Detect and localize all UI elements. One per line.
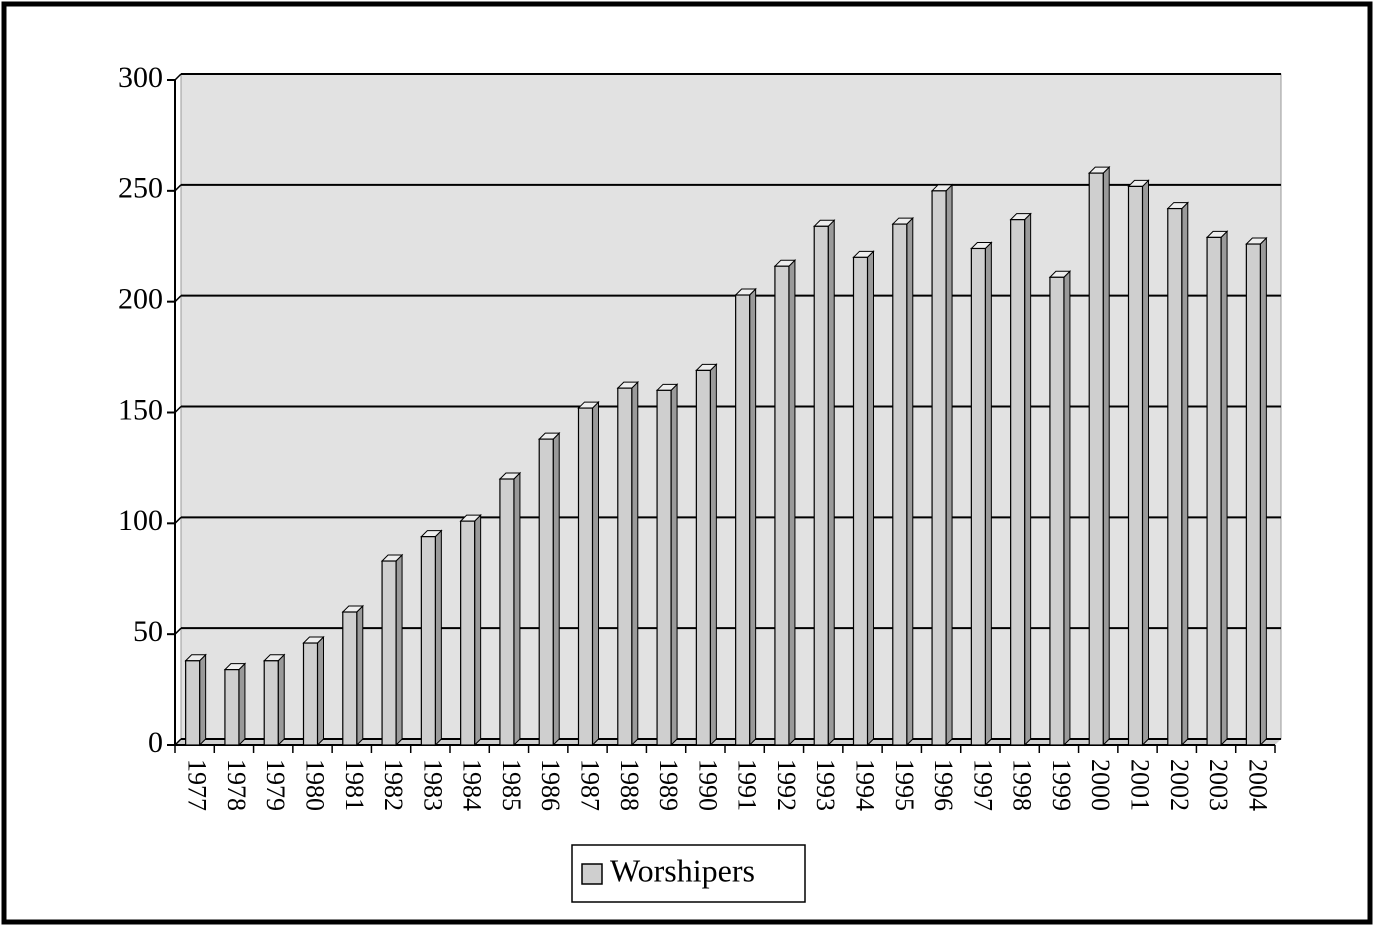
bar [1127,185,1144,746]
x-tick-label: 1984 [458,759,487,811]
bar [420,536,436,746]
bar [460,520,476,746]
bar [342,611,358,746]
bar [970,247,986,746]
bar-side [867,250,874,747]
x-tick-label: 1985 [497,759,526,811]
y-tick-label: 250 [118,172,163,205]
grid-line [174,73,182,81]
bar-side [1102,165,1110,747]
bar-side [670,383,678,747]
bar [695,369,711,746]
x-tick-label: 1977 [183,759,212,811]
bar-side [984,241,992,747]
bar-side [592,400,599,747]
x-tick-label: 1980 [301,759,330,811]
bar [813,225,829,746]
bar [931,190,947,746]
bar [1167,207,1183,746]
x-tick-label: 1990 [693,759,722,811]
bar [1010,219,1026,746]
bar-side [945,183,953,747]
y-tick-label: 200 [118,283,163,316]
bar [499,478,515,746]
x-tick-label: 1997 [968,759,997,811]
plot-floor [175,739,1281,745]
y-tick-label: 50 [133,615,163,648]
bar [381,560,397,746]
y-tick-label: 100 [118,504,163,537]
x-tick-label: 1995 [890,759,919,811]
x-tick-label: 1996 [929,759,958,811]
bar-side [513,471,521,747]
bar-side [827,219,835,747]
x-tick-label: 1994 [851,759,880,811]
bar-side [1259,236,1267,747]
x-tick-label: 1987 [576,759,605,811]
y-tick-label: 0 [148,726,163,759]
bar [1206,236,1222,746]
x-tick-label: 1982 [379,759,408,811]
bar-side [434,529,442,747]
bar [1049,276,1065,746]
bar-side [395,553,403,747]
bar-side [1063,270,1071,747]
bar [224,669,240,746]
x-tick-label: 1983 [418,759,447,811]
bar [617,387,633,746]
bar [538,438,554,746]
x-tick-label: 1999 [1047,759,1076,811]
x-tick-label: 2000 [1086,759,1115,811]
bar-side [1024,212,1032,747]
x-tick-label: 1986 [536,759,565,811]
x-tick-label: 1991 [733,759,762,811]
bar-side [277,653,285,747]
bar-side [238,662,246,747]
x-tick-label: 2002 [1165,759,1194,811]
bar-side [1220,230,1228,747]
bar [892,223,908,746]
bar [656,389,672,746]
bar-side [709,363,717,747]
bar [263,660,279,746]
x-tick-label: 1992 [772,759,801,811]
y-tick-label: 150 [118,393,163,426]
bar-side [356,604,364,747]
bar [774,265,790,746]
bar-side [552,431,560,747]
bar [185,660,201,746]
legend-label: Worshipers [610,852,755,888]
x-tick-label: 1993 [811,759,840,811]
bar-side [199,653,207,747]
bar-side [1181,201,1189,747]
bar-side [906,216,914,747]
bar [577,407,594,746]
bar [302,642,319,746]
x-tick-label: 2004 [1243,759,1272,811]
x-tick-label: 2003 [1204,759,1233,811]
legend-swatch [581,863,603,885]
x-tick-label: 1978 [222,759,251,811]
bar-side [749,287,757,747]
bar-side [788,258,796,747]
legend-box [571,844,806,903]
bar [735,294,751,746]
x-tick-label: 1998 [1008,759,1037,811]
bar-side [631,380,639,747]
x-tick-label: 1979 [261,759,290,811]
x-tick-label: 1989 [654,759,683,811]
bar [1088,172,1104,746]
legend: Worshipers [571,844,806,903]
x-tick-label: 1988 [615,759,644,811]
y-tick-label: 300 [118,61,163,94]
x-tick-label: 2001 [1126,759,1155,811]
bar [1245,243,1261,746]
bar [852,256,869,746]
x-tick-label: 1981 [340,759,369,811]
bar-side [317,635,324,747]
bar-side [474,513,482,747]
bar-side [1142,179,1149,747]
plot-area: 0 50 100 150 200 250 300 1977 1978 1979 1980 1981 19… [118,61,1282,811]
